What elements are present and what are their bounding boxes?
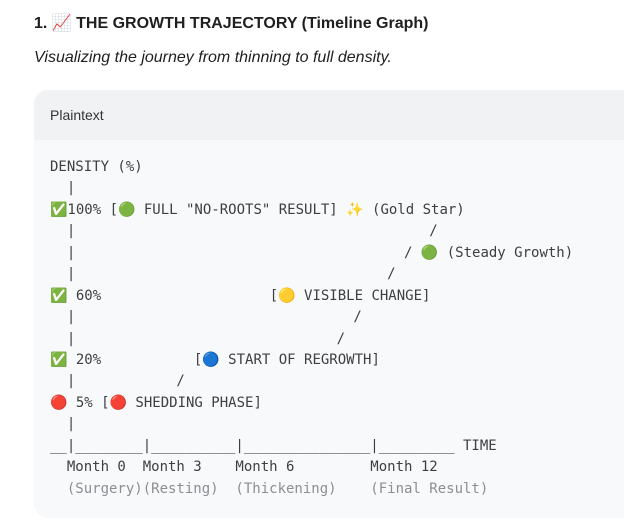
heading: 1. 📈 THE GROWTH TRAJECTORY (Timeline Gra… [34,15,429,32]
code-line: | [50,180,76,197]
code-line: ✅ 20% [🔵 START OF REGROWTH] [50,351,380,368]
code-language: Plaintext [34,90,624,140]
code-line: | / [50,266,396,283]
code-line: __|________|__________|_______________|_… [50,437,497,454]
code-line: Month 0 Month 3 Month 6 Month 12 [50,459,438,476]
code-block: Plaintext DENSITY (%) | ✅100% [🟢 FULL "NO… [34,90,624,518]
code-line: | / [50,330,346,347]
code-line: | / [50,373,185,390]
code-line: | / [50,223,438,240]
code-line: ✅100% [🟢 FULL "NO-ROOTS" RESULT] ✨ (Gold… [50,201,465,218]
subtitle: Visualizing the journey from thinning to… [34,49,392,66]
code-line: | / 🟢 (Steady Growth) [50,244,574,261]
code-body: DENSITY (%) | ✅100% [🟢 FULL "NO-ROOTS" RE… [50,157,573,500]
code-line: 🔴 5% [🔴 SHEDDING PHASE] [50,394,262,411]
code-line: ✅ 60% [🟡 VISIBLE CHANGE] [50,287,431,304]
code-line: DENSITY (%) [50,159,143,175]
code-line: | [50,416,76,433]
code-line: | / [50,309,362,326]
code-line: (Surgery)(Resting) (Thickening) (Final R… [50,480,489,497]
